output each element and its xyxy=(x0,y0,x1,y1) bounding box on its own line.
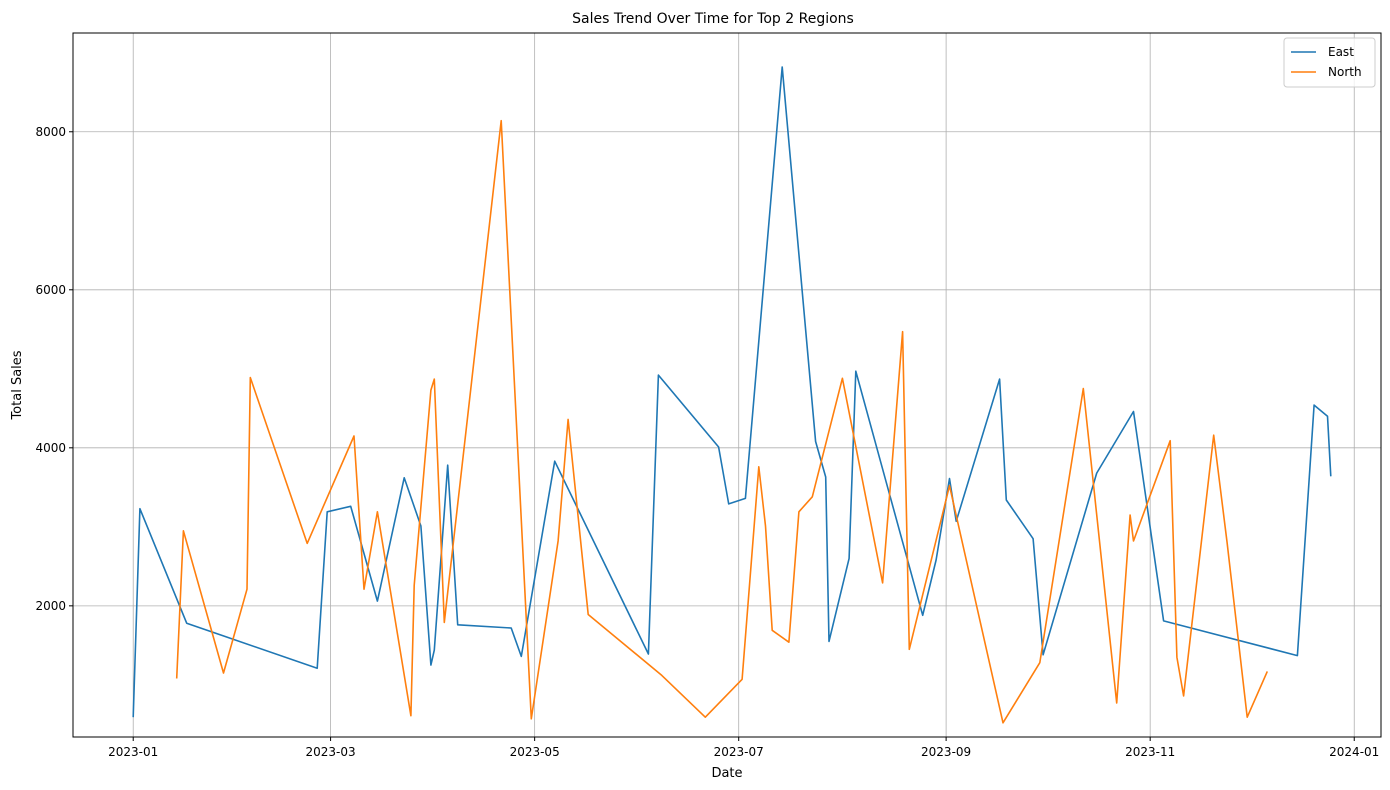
grid-lines xyxy=(73,33,1381,737)
x-tick-label: 2023-01 xyxy=(108,745,158,759)
legend-label: East xyxy=(1328,45,1354,59)
plot-frame xyxy=(72,32,1382,738)
x-tick-label: 2024-01 xyxy=(1329,745,1379,759)
series-line-east xyxy=(132,66,1332,718)
chart-title: Sales Trend Over Time for Top 2 Regions xyxy=(572,11,854,27)
y-axis-label: Total Sales xyxy=(10,350,25,420)
legend-box xyxy=(1283,37,1376,88)
y-tick-label: 4000 xyxy=(35,441,66,455)
x-axis-ticks: 2023-01 2023-03 2023-05 2023-07 2023-09 2023-… xyxy=(108,737,1379,759)
x-tick-label: 2023-11 xyxy=(1125,745,1175,759)
y-tick-label: 2000 xyxy=(35,599,66,613)
x-tick-label: 2023-07 xyxy=(714,745,764,759)
series-line-north xyxy=(175,119,1269,724)
legend: East North xyxy=(1283,37,1376,88)
y-tick-label: 6000 xyxy=(35,283,66,297)
x-axis-label: Date xyxy=(711,766,742,781)
legend-label: North xyxy=(1328,65,1362,79)
x-tick-label: 2023-09 xyxy=(921,745,971,759)
x-tick-label: 2023-03 xyxy=(306,745,356,759)
series-lines xyxy=(132,66,1332,724)
y-tick-label: 8000 xyxy=(35,125,66,139)
x-tick-label: 2023-05 xyxy=(510,745,560,759)
y-axis-ticks: 2000 4000 6000 8000 xyxy=(35,125,73,613)
